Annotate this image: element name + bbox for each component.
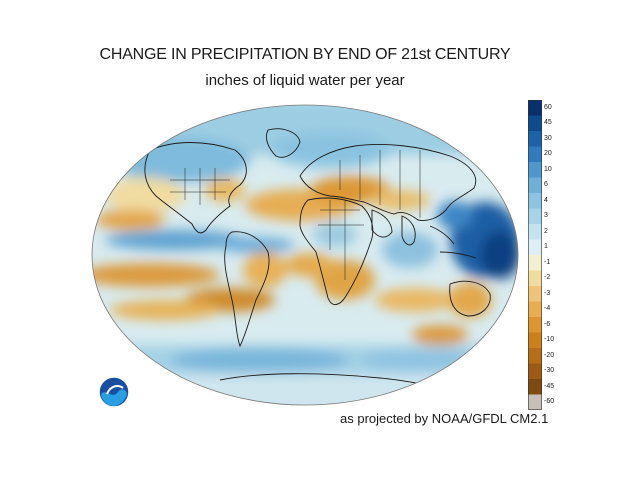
colorbar-swatch xyxy=(528,208,542,224)
colorbar-swatch xyxy=(528,239,542,255)
colorbar-swatch xyxy=(528,146,542,162)
colorbar-tick-label: 45 xyxy=(544,119,552,127)
colorbar-tick-label: -1 xyxy=(544,258,551,266)
colorbar-tick-label: 30 xyxy=(544,134,552,142)
colorbar-swatch xyxy=(528,115,542,131)
colorbar-tick-label: 6 xyxy=(544,181,548,189)
colorbar-swatch xyxy=(528,131,542,147)
noaa-logo-icon xyxy=(98,376,130,408)
colorbar-swatch xyxy=(528,301,542,317)
colorbar-swatch xyxy=(528,317,542,333)
colorbar-tick-label: -30 xyxy=(544,367,555,375)
colorbar-tick-label: -4 xyxy=(544,305,551,313)
colorbar-tick-label: 1 xyxy=(544,243,548,251)
colorbar-swatch xyxy=(528,332,542,348)
colorbar-tick-label: 10 xyxy=(544,165,552,173)
colorbar-swatch xyxy=(528,177,542,193)
colorbar-tick-label: 3 xyxy=(544,212,548,220)
colorbar-swatch xyxy=(528,286,542,302)
colorbar-tick-label: 2 xyxy=(544,227,548,235)
colorbar-swatch xyxy=(528,379,542,395)
map-title: CHANGE IN PRECIPITATION BY END OF 21st C… xyxy=(99,46,511,63)
colorbar xyxy=(528,100,542,410)
colorbar-swatch xyxy=(528,255,542,271)
colorbar-swatch xyxy=(528,100,542,116)
colorbar-swatch xyxy=(528,224,542,240)
colorbar-outline xyxy=(528,100,542,410)
colorbar-swatch xyxy=(528,363,542,379)
continent-outlines xyxy=(144,128,491,399)
colorbar-tick-label: -60 xyxy=(544,398,555,406)
colorbar-tick-label: -20 xyxy=(544,351,555,359)
colorbar-tick-label: 60 xyxy=(544,103,552,111)
model-credit: as projected by NOAA/GFDL CM2.1 xyxy=(340,411,549,426)
colorbar-swatch xyxy=(528,394,542,410)
colorbar-swatch xyxy=(528,348,542,364)
map-subtitle: inches of liquid water per year xyxy=(205,72,405,89)
colorbar-tick-label: -10 xyxy=(544,336,555,344)
colorbar-tick-label: -45 xyxy=(544,382,555,390)
colorbar-tick-label: 20 xyxy=(544,150,552,158)
colorbar-swatch xyxy=(528,193,542,209)
colorbar-tick-label: -2 xyxy=(544,274,551,282)
colorbar-swatch xyxy=(528,162,542,178)
precipitation-field xyxy=(92,105,518,405)
colorbar-tick-label: 4 xyxy=(544,196,548,204)
colorbar-swatch xyxy=(528,270,542,286)
colorbar-tick-label: -3 xyxy=(544,289,551,297)
globe-border xyxy=(91,104,519,406)
colorbar-tick-label: -6 xyxy=(544,320,551,328)
